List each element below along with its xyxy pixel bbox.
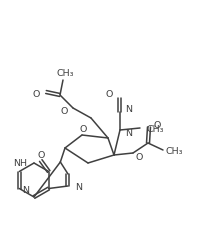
Text: CH₃: CH₃ — [146, 125, 164, 135]
Text: N: N — [124, 130, 131, 138]
Text: O: O — [105, 89, 112, 98]
Text: O: O — [135, 153, 143, 163]
Text: O: O — [37, 151, 44, 160]
Text: CH₃: CH₃ — [165, 147, 183, 157]
Text: N: N — [22, 186, 29, 195]
Text: O: O — [79, 125, 86, 134]
Text: O: O — [60, 107, 68, 115]
Text: O: O — [153, 120, 161, 130]
Text: N: N — [75, 183, 82, 191]
Text: CH₃: CH₃ — [56, 69, 73, 77]
Text: NH: NH — [13, 158, 27, 168]
Text: N: N — [124, 105, 131, 114]
Text: O: O — [33, 89, 40, 98]
